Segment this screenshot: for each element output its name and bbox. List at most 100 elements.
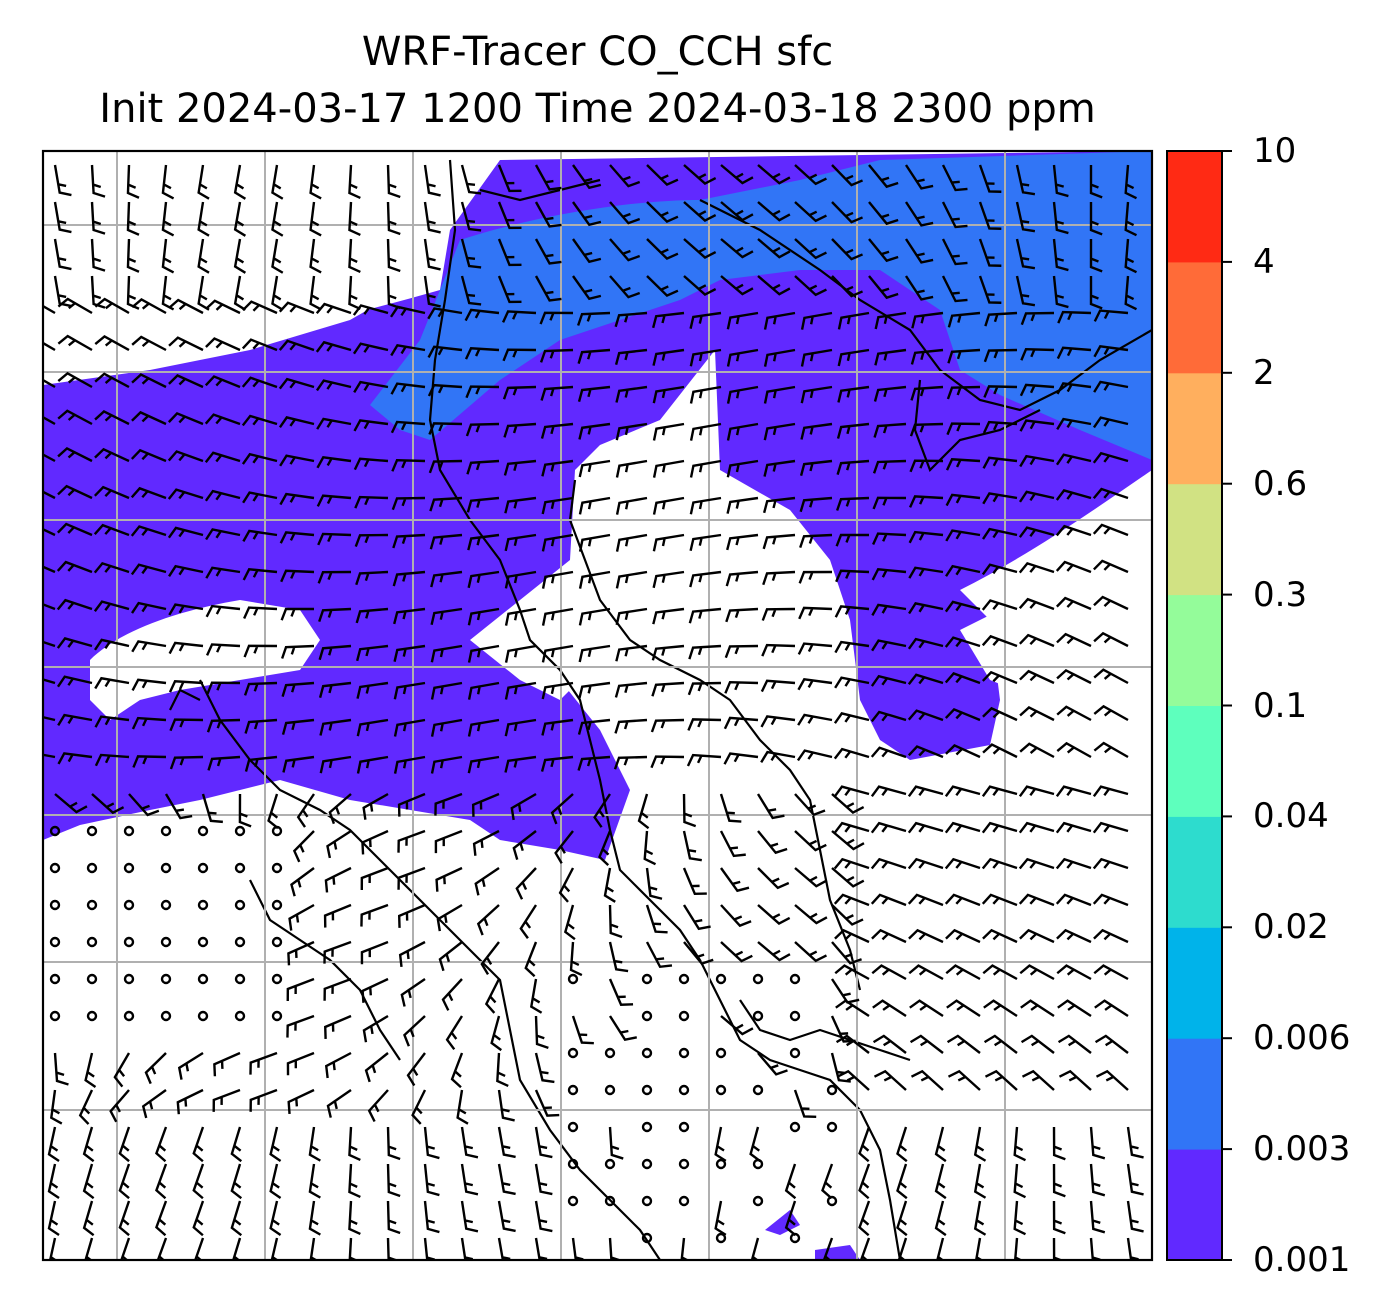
wind-barb (720, 941, 753, 963)
wind-barb (904, 201, 934, 227)
wind-barb (43, 304, 56, 315)
wind-barb (169, 755, 204, 770)
wind-barb (871, 603, 907, 616)
calm-wind-marker (197, 825, 209, 837)
calm-wind-marker (752, 1195, 764, 1207)
wind-barb (54, 793, 88, 814)
wind-barb (355, 607, 389, 624)
wind-barb (43, 415, 56, 426)
wind-barb (763, 459, 796, 477)
wind-barb (609, 275, 641, 299)
wind-barb (271, 164, 284, 200)
wind-barb (1057, 310, 1092, 324)
wind-barb (348, 275, 361, 311)
calm-wind-marker (641, 1232, 653, 1244)
wind-barb (831, 941, 862, 965)
wind-barb (393, 755, 426, 774)
wind-barb (760, 715, 796, 728)
calm-wind-marker (160, 1010, 172, 1022)
wind-barb (43, 490, 56, 500)
wind-barb (510, 792, 537, 821)
wind-barb (53, 238, 72, 271)
wind-barb (238, 793, 252, 828)
wind-barb (682, 830, 702, 862)
wind-barb (90, 201, 106, 235)
calm-wind-marker (567, 1047, 579, 1059)
wind-barb (356, 755, 389, 774)
wind-barb (204, 375, 241, 389)
wind-barb (1056, 346, 1092, 360)
wind-barb (241, 414, 278, 427)
wind-barb (280, 644, 315, 659)
wind-barb (762, 496, 796, 514)
calm-wind-marker (160, 973, 172, 985)
wind-barb (720, 238, 754, 259)
wind-barb (197, 201, 210, 237)
wind-barb (131, 678, 167, 691)
wind-barb (244, 755, 278, 772)
wind-barb (868, 275, 899, 300)
wind-barb (94, 334, 130, 352)
wind-barb (467, 681, 500, 700)
wind-barb (131, 601, 167, 614)
wind-barb (406, 1052, 426, 1087)
wind-barb (1093, 595, 1129, 611)
wind-barb (831, 238, 864, 261)
wind-barb (615, 459, 648, 478)
wind-barb (907, 709, 944, 722)
wind-barb (794, 793, 826, 817)
wind-barb (757, 1052, 788, 1076)
wind-barb (757, 238, 791, 259)
calm-wind-marker (789, 973, 801, 985)
wind-barb (1124, 275, 1138, 311)
calm-wind-marker (49, 825, 61, 837)
wind-barb (941, 164, 968, 192)
wind-barb (909, 459, 944, 473)
calm-wind-marker (49, 862, 61, 874)
wind-barb (391, 496, 426, 511)
wind-barb (503, 459, 537, 476)
wind-barb (578, 422, 611, 440)
wind-barb (1018, 633, 1055, 648)
wind-barb (390, 382, 426, 395)
wind-barb (398, 940, 426, 968)
wind-barb (144, 1052, 167, 1085)
wind-barb (1019, 964, 1055, 981)
wind-barb (309, 238, 322, 274)
wind-barb (168, 298, 204, 315)
wind-barb (645, 904, 668, 934)
wind-barb (689, 533, 722, 552)
wind-barb (360, 903, 389, 927)
wind-barb (328, 793, 352, 825)
wind-barb (93, 600, 130, 612)
wind-barb (197, 238, 210, 274)
calm-wind-marker (678, 1084, 690, 1096)
wind-barb (155, 1200, 168, 1237)
wind-barb (391, 459, 426, 472)
wind-barb (271, 275, 284, 311)
colorbar-tick-label: 0.3 (1253, 574, 1308, 615)
wind-barb (652, 385, 685, 404)
calm-wind-marker (678, 1010, 690, 1022)
colorbar-segment (1167, 927, 1222, 1039)
wind-barb (1015, 164, 1036, 196)
wind-barb (1126, 1126, 1144, 1159)
wind-barb (978, 275, 1002, 304)
wind-barb (534, 164, 562, 191)
wind-barb (763, 311, 796, 330)
calm-wind-marker (197, 1010, 209, 1022)
wind-barb (113, 1052, 131, 1088)
calm-wind-marker (197, 862, 209, 874)
calm-wind-marker (234, 1010, 246, 1022)
calm-wind-marker (641, 1121, 653, 1133)
wind-barb (682, 793, 697, 828)
wind-barb (456, 1089, 469, 1125)
wind-barb (43, 565, 56, 574)
wind-barb (348, 1200, 361, 1236)
wind-barb (834, 928, 870, 944)
wind-barb (945, 493, 981, 507)
wind-barb (907, 893, 944, 907)
wind-barb (908, 964, 944, 981)
wind-barb (749, 1126, 761, 1163)
wind-barb (460, 275, 482, 306)
